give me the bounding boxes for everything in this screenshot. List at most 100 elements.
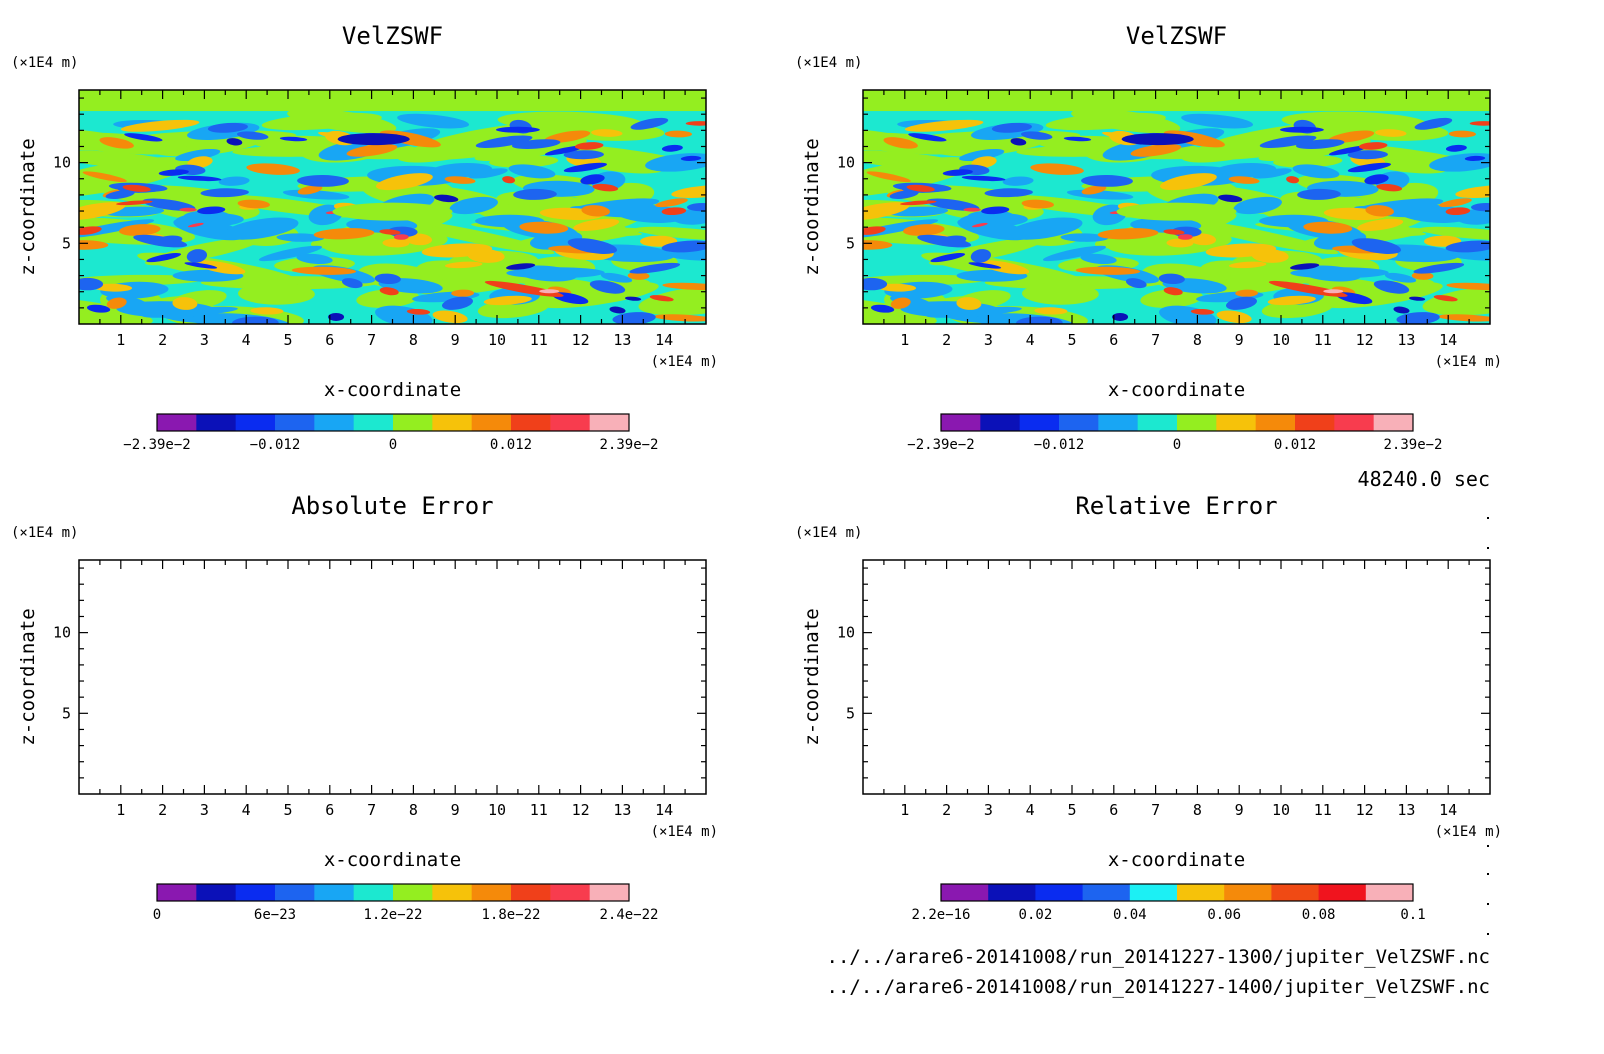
colorbar-swatch bbox=[1098, 414, 1139, 431]
colorbar-tick-label: −2.39e−2 bbox=[123, 437, 190, 453]
colorbar-tick-label: 0 bbox=[1173, 437, 1181, 453]
colorbar: −2.39e−2 −0.012 0 0.012 2.39e−2 bbox=[123, 413, 659, 453]
colorbar-swatch bbox=[511, 884, 551, 901]
colorbar-tick-label: −0.012 bbox=[1034, 437, 1085, 453]
colorbar-swatch bbox=[941, 414, 981, 431]
colorbar-swatch bbox=[1373, 414, 1414, 431]
file-path-1: ../../arare6-20141008/run_20141227-1300/… bbox=[827, 946, 1490, 968]
contour-field bbox=[79, 90, 706, 324]
colorbar-swatch bbox=[1177, 414, 1217, 431]
x-tick-label: 7 bbox=[1151, 331, 1160, 349]
colorbar-tick-label: 0 bbox=[389, 437, 397, 453]
colorbar-tick-label: 1.2e−22 bbox=[363, 907, 422, 923]
margin-dot bbox=[1487, 873, 1489, 875]
colorbar: 2.2e−16 0.02 0.04 0.06 0.08 0.1 bbox=[911, 883, 1426, 923]
x-unit-label: (×1E4 m) bbox=[651, 354, 718, 370]
colorbar-swatch bbox=[393, 884, 433, 901]
colorbar-swatch bbox=[196, 414, 237, 431]
x-tick-label: 1 bbox=[116, 331, 125, 349]
x-tick-label: 2 bbox=[942, 801, 951, 819]
x-tick-label: 7 bbox=[367, 331, 376, 349]
panel-title: Absolute Error bbox=[291, 492, 493, 520]
x-axis-label: x-coordinate bbox=[324, 379, 461, 401]
x-tick-label: 13 bbox=[613, 801, 631, 819]
colorbar: 0 6e−23 1.2e−22 1.8e−22 2.4e−22 bbox=[153, 883, 659, 923]
x-tick-label: 2 bbox=[158, 801, 167, 819]
y-unit-label: (×1E4 m) bbox=[11, 55, 78, 71]
x-tick-label: 12 bbox=[1356, 331, 1374, 349]
y-axis-label: z-coordinate bbox=[801, 138, 823, 275]
y-unit-label: (×1E4 m) bbox=[11, 525, 78, 541]
y-tick-label: 10 bbox=[837, 624, 855, 642]
colorbar-tick-label: 0.02 bbox=[1019, 907, 1053, 923]
colorbar-swatch bbox=[589, 884, 630, 901]
colorbar-swatch bbox=[196, 884, 237, 901]
y-tick-label: 5 bbox=[846, 234, 855, 252]
colorbar-swatch bbox=[353, 414, 394, 431]
x-tick-label: 12 bbox=[572, 331, 590, 349]
x-tick-label: 11 bbox=[1314, 331, 1332, 349]
y-axis-label: z-coordinate bbox=[801, 608, 823, 745]
y-tick-label: 10 bbox=[53, 624, 71, 642]
colorbar-swatch bbox=[432, 414, 473, 431]
x-tick-label: 6 bbox=[325, 331, 334, 349]
x-tick-label: 13 bbox=[1397, 801, 1415, 819]
x-tick-label: 10 bbox=[488, 331, 506, 349]
y-unit-label: (×1E4 m) bbox=[795, 525, 862, 541]
colorbar-tick-label: −2.39e−2 bbox=[907, 437, 974, 453]
x-tick-label: 12 bbox=[1356, 801, 1374, 819]
x-tick-label: 9 bbox=[1235, 331, 1244, 349]
x-tick-label: 8 bbox=[409, 331, 418, 349]
x-tick-label: 5 bbox=[1067, 331, 1076, 349]
panel-title: VelZSWF bbox=[342, 22, 443, 50]
colorbar-swatch bbox=[471, 884, 512, 901]
colorbar-swatch bbox=[157, 884, 197, 901]
x-tick-label: 11 bbox=[530, 801, 548, 819]
colorbar-tick-label: 0 bbox=[153, 907, 161, 923]
y-tick-label: 10 bbox=[837, 154, 855, 172]
colorbar-swatch bbox=[1059, 414, 1099, 431]
colorbar-swatch bbox=[941, 884, 989, 901]
x-unit-label: (×1E4 m) bbox=[651, 824, 718, 840]
x-tick-label: 4 bbox=[242, 801, 251, 819]
colorbar-tick-label: −0.012 bbox=[250, 437, 301, 453]
x-tick-label: 1 bbox=[900, 331, 909, 349]
x-tick-label: 8 bbox=[409, 801, 418, 819]
y-tick-label: 5 bbox=[846, 704, 855, 722]
colorbar-tick-label: 0.08 bbox=[1302, 907, 1336, 923]
colorbar-tick-label: 0.012 bbox=[1274, 437, 1316, 453]
x-unit-label: (×1E4 m) bbox=[1435, 824, 1502, 840]
colorbar-tick-label: 0.1 bbox=[1400, 907, 1425, 923]
y-axis-label: z-coordinate bbox=[17, 138, 39, 275]
colorbar-swatch bbox=[314, 884, 355, 901]
x-tick-label: 6 bbox=[1109, 801, 1118, 819]
x-tick-label: 8 bbox=[1193, 331, 1202, 349]
colorbar-tick-label: 2.39e−2 bbox=[599, 437, 658, 453]
x-tick-label: 5 bbox=[1067, 801, 1076, 819]
margin-dot bbox=[1487, 903, 1489, 905]
y-axis-label: z-coordinate bbox=[17, 608, 39, 745]
colorbar-swatch bbox=[1365, 884, 1414, 901]
colorbar-tick-label: 1.8e−22 bbox=[481, 907, 540, 923]
colorbar-swatch bbox=[1129, 884, 1178, 901]
x-tick-label: 3 bbox=[984, 331, 993, 349]
axis-ticks bbox=[79, 560, 706, 794]
x-tick-label: 3 bbox=[200, 801, 209, 819]
margin-dot bbox=[1487, 933, 1489, 935]
plot-frame bbox=[78, 559, 707, 795]
x-tick-label: 12 bbox=[572, 801, 590, 819]
colorbar-swatch bbox=[1295, 414, 1335, 431]
axis-ticks bbox=[863, 90, 1490, 324]
colorbar-swatch bbox=[157, 414, 197, 431]
colorbar-swatch bbox=[1255, 414, 1296, 431]
y-tick-label: 5 bbox=[62, 234, 71, 252]
margin-dot bbox=[1487, 547, 1489, 549]
x-tick-label: 2 bbox=[942, 331, 951, 349]
y-tick-label: 10 bbox=[53, 154, 71, 172]
colorbar-swatch bbox=[1019, 414, 1060, 431]
file-path-2: ../../arare6-20141008/run_20141227-1400/… bbox=[827, 976, 1490, 998]
colorbar-tick-label: 6e−23 bbox=[254, 907, 296, 923]
x-tick-label: 5 bbox=[283, 801, 292, 819]
